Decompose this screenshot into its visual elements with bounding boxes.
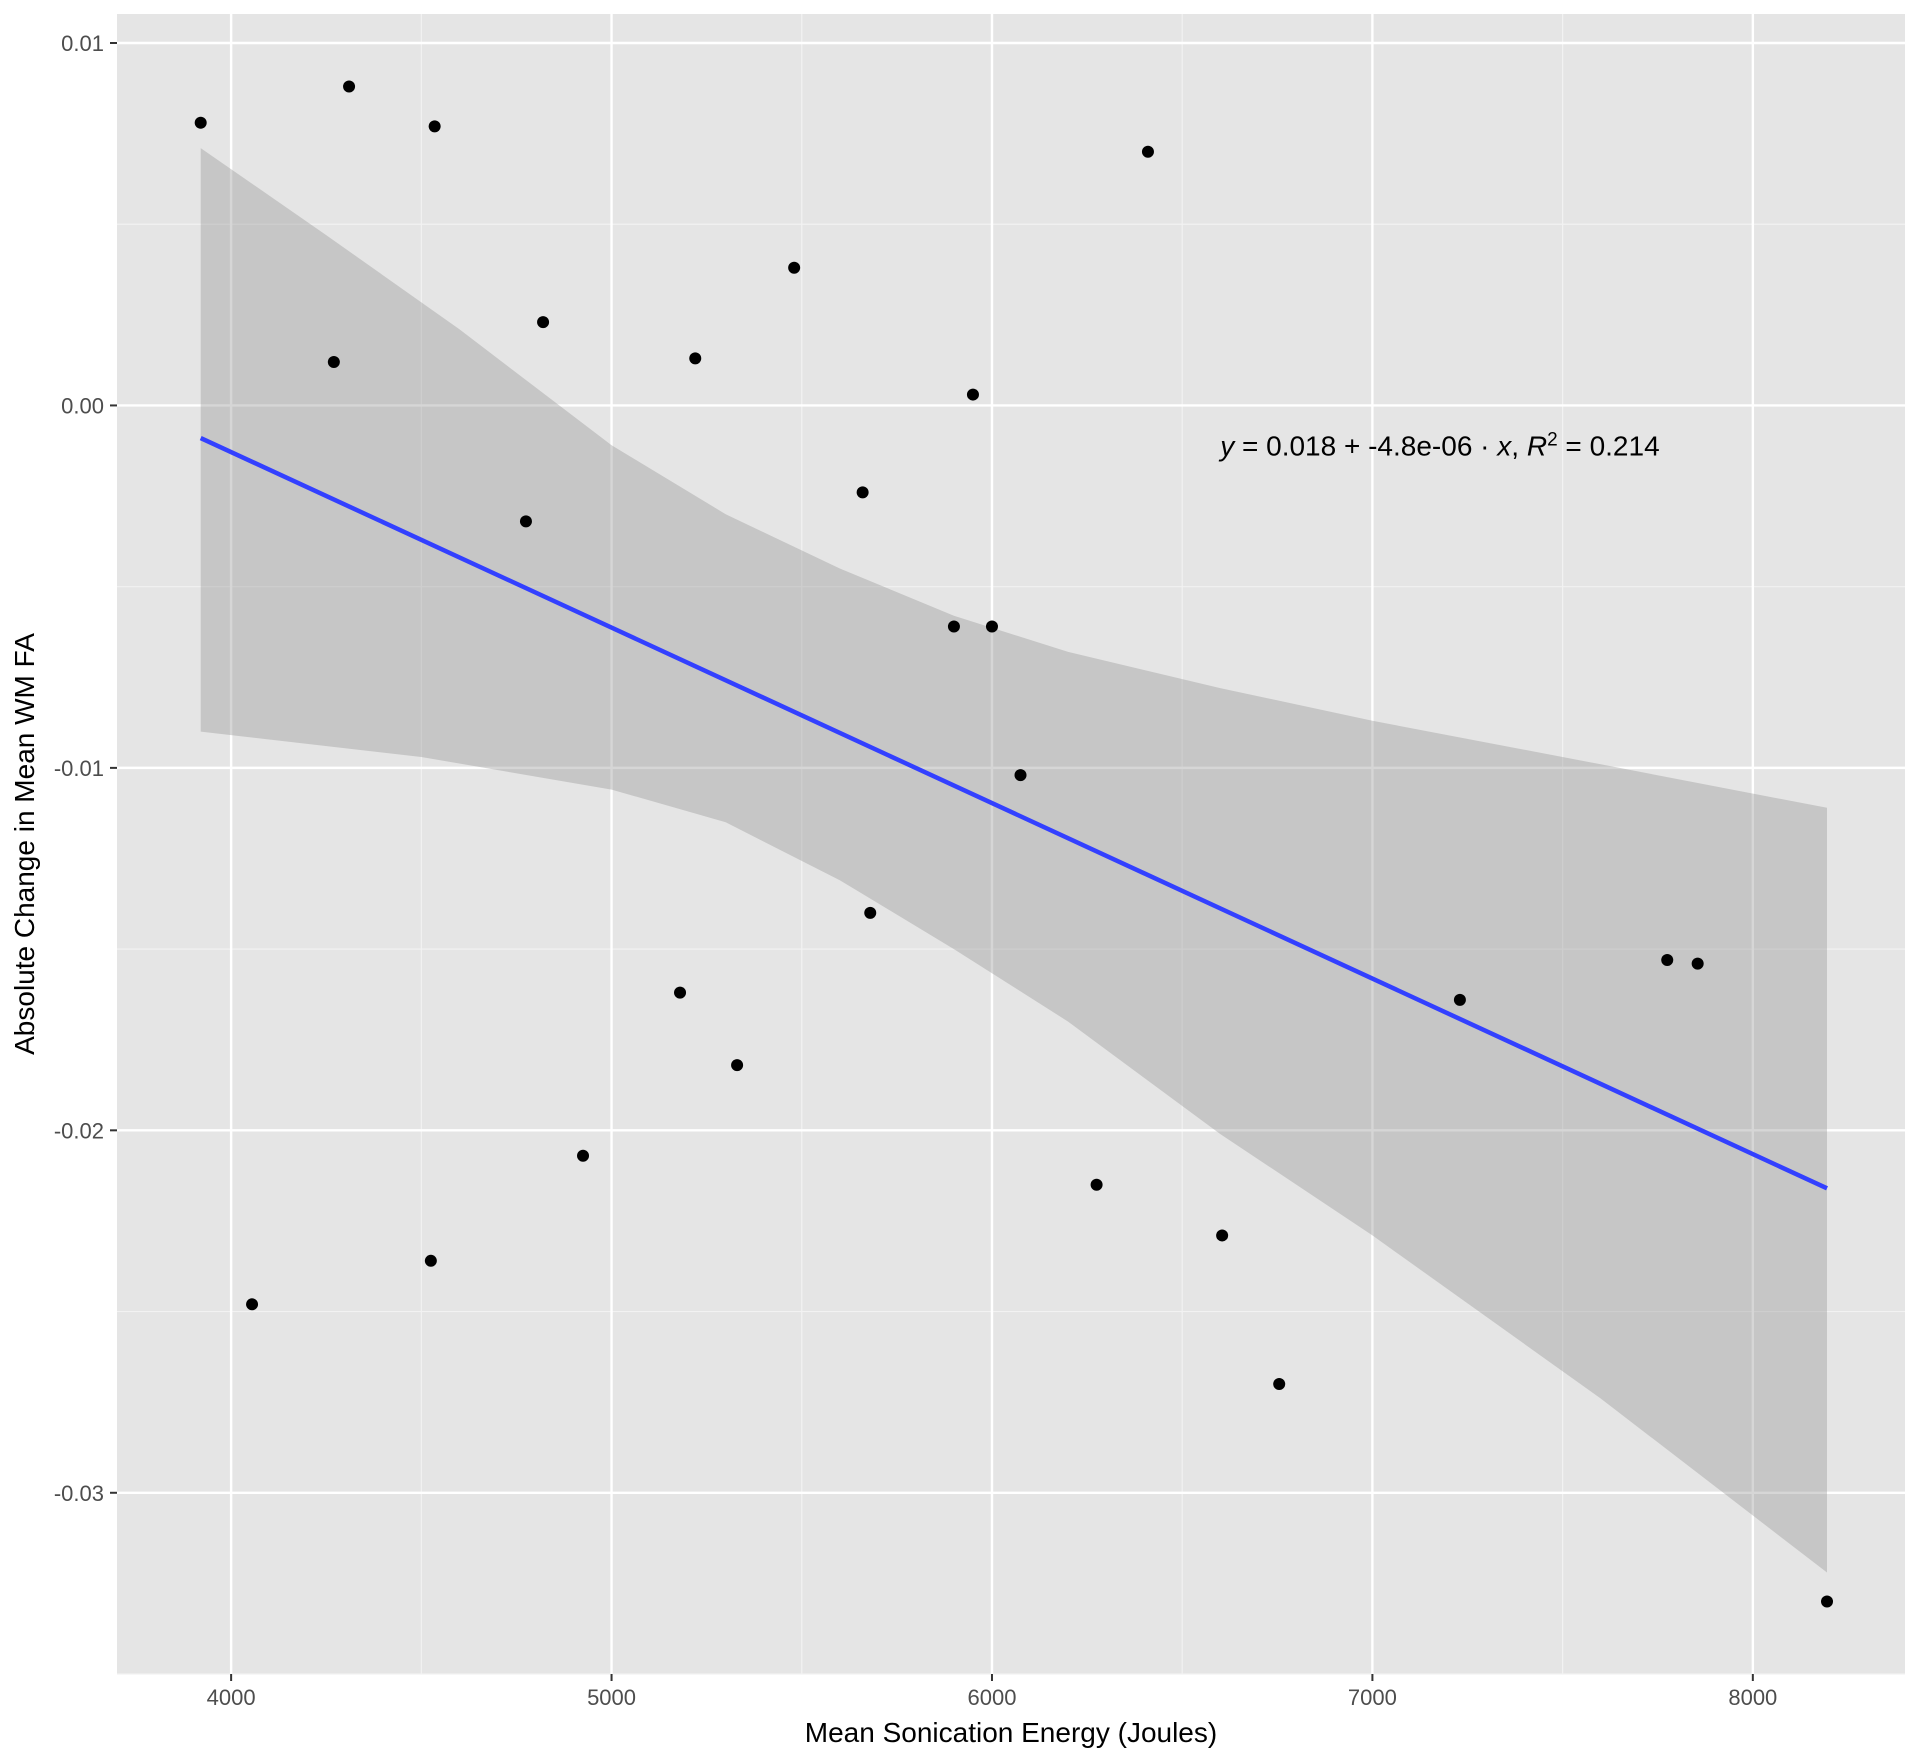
regression-line [199,436,1828,1191]
data-point [731,1059,744,1072]
x-tick-label: 5000 [587,1685,636,1710]
data-point [424,1254,437,1267]
data-point [1661,953,1674,966]
x-axis: 4000 5000 6000 7000 8000 [207,1674,1777,1710]
eq-x: x [1495,430,1512,461]
eq-superscript: 2 [1547,429,1558,450]
data-point [788,261,801,274]
eq-y: y [1218,430,1236,461]
eq-r2-value: = 0.214 [1558,430,1660,461]
data-point [985,620,998,633]
y-axis-title: Absolute Change in Mean WM FA [9,633,40,1055]
eq-separator: , [1511,430,1527,461]
data-point [1216,1229,1229,1242]
data-point [537,316,550,329]
data-point [689,352,702,365]
data-point [577,1149,590,1162]
data-point [1090,1178,1103,1191]
x-tick-label: 6000 [968,1685,1017,1710]
data-point [343,80,356,93]
data-point [864,906,877,919]
data-point [246,1298,259,1311]
y-tick-label: 0.00 [61,393,104,418]
data-point [856,486,869,499]
data-point [327,355,340,368]
data-point [1273,1378,1286,1391]
minor-gridlines [117,14,1905,1675]
data-point [1014,769,1027,782]
y-tick-label: -0.03 [54,1481,104,1506]
data-point [674,986,687,999]
y-tick-label: -0.01 [54,756,104,781]
data-point [1453,993,1466,1006]
data-point [1141,145,1154,158]
data-point [966,388,979,401]
regression-equation: y = 0.018 + -4.8e-06 · x, R2 = 0.214 [1218,429,1659,462]
x-axis-title: Mean Sonication Energy (Joules) [805,1717,1217,1748]
x-tick-label: 8000 [1728,1685,1777,1710]
plot-panel [117,14,1905,1674]
eq-middle: = 0.018 + -4.8e-06 · [1234,430,1497,461]
data-points [194,80,1834,1608]
x-tick-label: 7000 [1348,1685,1397,1710]
confidence-ribbon [200,148,1828,1573]
data-point [947,620,960,633]
x-tick-label: 4000 [207,1685,256,1710]
data-point [194,116,207,129]
eq-r: R [1527,430,1547,461]
major-gridlines [117,14,1905,1674]
data-point [428,120,441,133]
data-point [1691,957,1704,970]
y-axis: -0.03 -0.02 -0.01 0.00 0.01 [54,31,117,1506]
y-tick-label: 0.01 [61,31,104,56]
y-tick-label: -0.02 [54,1118,104,1143]
data-point [519,515,532,528]
data-point [1821,1595,1834,1608]
